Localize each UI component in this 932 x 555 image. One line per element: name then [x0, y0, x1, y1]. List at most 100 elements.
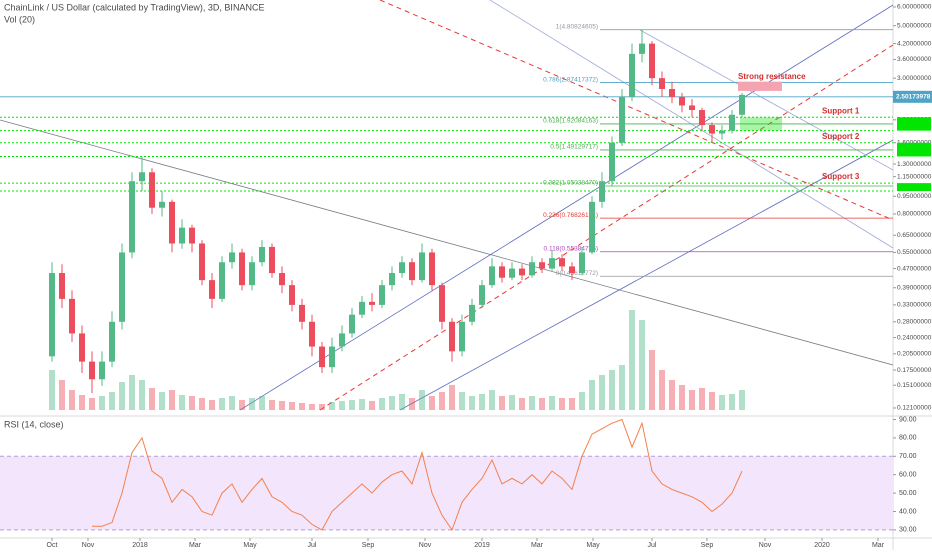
volume-bar: [149, 388, 155, 410]
candle-body: [559, 258, 565, 267]
y-tick-label: 0.65000000: [897, 232, 932, 239]
candle-body: [329, 346, 335, 368]
y-tick-label: 1.30000000: [897, 161, 932, 168]
fib-label: 0.382(1.05038470): [543, 180, 598, 187]
volume-bar: [739, 390, 745, 410]
rsi-tick-label: 30.00: [899, 527, 917, 534]
x-tick-label: Oct: [47, 542, 58, 549]
candle-body: [699, 110, 705, 126]
chart-title: ChainLink / US Dollar (calculated by Tra…: [4, 2, 264, 12]
volume-bar: [529, 396, 535, 410]
volume-bar: [499, 396, 505, 410]
volume-bar: [349, 400, 355, 410]
candle-body: [729, 114, 735, 131]
candle-body: [379, 285, 385, 305]
fib-label: 0.786(2.87417372): [543, 76, 598, 83]
rsi-line: [92, 418, 743, 531]
volume-bar: [489, 390, 495, 410]
candle-body: [79, 333, 85, 362]
volume-bar: [359, 399, 365, 410]
volume-bar: [279, 401, 285, 410]
volume-bar: [309, 404, 315, 410]
candle-body: [689, 105, 695, 111]
volume-label: Vol (20): [4, 14, 35, 24]
y-tick-label: 4.20000000: [897, 40, 932, 47]
y-tick-label: 0.33000000: [897, 302, 932, 309]
volume-bar: [399, 394, 405, 410]
volume-bar: [319, 404, 325, 410]
x-tick-label: Mar: [872, 542, 885, 549]
volume-bar: [339, 401, 345, 410]
volume-bar: [289, 402, 295, 410]
last-price-box: [893, 90, 932, 103]
x-tick-label: Sep: [362, 542, 375, 549]
volume-bar: [679, 385, 685, 410]
fib-label: 0(0.43612772): [556, 270, 598, 277]
fib-label: 0.236(0.76826181): [543, 212, 598, 219]
candle-body: [389, 273, 395, 286]
volume-bar: [439, 392, 445, 410]
support-label: Support 3: [822, 172, 860, 181]
volume-bar: [589, 380, 595, 410]
volume-bar: [299, 403, 305, 410]
trend-line: [639, 29, 894, 171]
y-tick-label: 0.95000000: [897, 193, 932, 200]
candle-body: [459, 321, 465, 352]
volume-bar: [119, 382, 125, 410]
candle-body: [639, 43, 645, 54]
candle-body: [399, 262, 405, 274]
y-tick-label: 0.20500000: [897, 351, 932, 358]
candle-body: [309, 321, 315, 347]
candle-body: [719, 130, 725, 134]
y-tick-label: 3.60000000: [897, 56, 932, 63]
x-tick-label: May: [586, 542, 600, 549]
fib-label: 0.118(0.55384766): [544, 245, 598, 252]
volume-bar: [59, 380, 65, 410]
x-tick-label: Nov: [82, 542, 95, 549]
volume-bar: [129, 375, 135, 410]
fib-label: 1(4.80824605): [556, 23, 598, 30]
fib-label: 0.618(1.92084163): [543, 118, 598, 125]
volume-bar: [479, 394, 485, 410]
candle-body: [219, 262, 225, 299]
candle-body: [359, 301, 365, 315]
candle-body: [419, 252, 425, 281]
volume-bar: [599, 375, 605, 410]
volume-bar: [99, 396, 105, 410]
x-tick-label: Nov: [759, 542, 772, 549]
candle-body: [239, 252, 245, 286]
volume-bar: [549, 396, 555, 410]
volume-bar: [259, 396, 265, 410]
candle-body: [509, 268, 515, 278]
candle-body: [49, 273, 55, 357]
volume-bar: [579, 392, 585, 410]
volume-bar: [659, 370, 665, 410]
candle-body: [369, 301, 375, 305]
volume-bar: [369, 401, 375, 410]
candle-body: [539, 262, 545, 269]
volume-bar: [469, 396, 475, 410]
volume-bar: [389, 396, 395, 410]
candle-body: [609, 142, 615, 182]
candle-body: [659, 78, 665, 89]
candle-body: [289, 285, 295, 305]
candle-body: [499, 266, 505, 278]
x-tick-label: Sep: [701, 542, 714, 549]
volume-bar: [89, 398, 95, 410]
candle-body: [519, 268, 525, 276]
volume-bar: [709, 392, 715, 410]
volume-bar: [409, 398, 415, 410]
volume-bar: [379, 398, 385, 410]
volume-bar: [139, 380, 145, 410]
volume-bar: [239, 400, 245, 410]
candle-body: [69, 298, 75, 334]
volume-bar: [419, 390, 425, 410]
support-label: Support 2: [822, 132, 860, 141]
candle-body: [479, 285, 485, 305]
support-zone: [897, 142, 931, 157]
y-tick-label: 0.17500000: [897, 367, 932, 374]
trend-lines: [0, 0, 894, 411]
support-zone: [897, 183, 931, 192]
volume-bar: [199, 398, 205, 410]
